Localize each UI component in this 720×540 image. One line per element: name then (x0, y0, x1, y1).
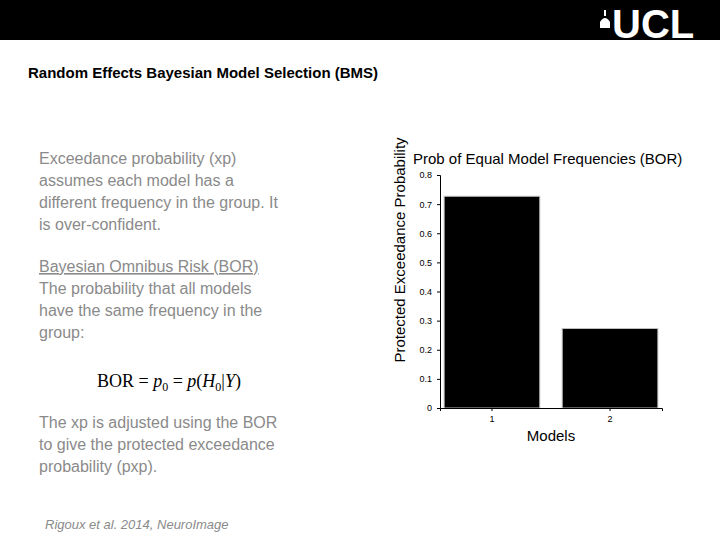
citation: Rigoux et al. 2014, NeuroImage (45, 517, 229, 532)
bar (562, 328, 658, 408)
heading: Random Effects Bayesian Model Selection … (28, 64, 378, 81)
x-axis-title: Models (527, 427, 575, 444)
y-tick-label: 0.5 (419, 258, 432, 268)
formula-part: H (201, 371, 216, 391)
y-tick-mark (437, 175, 440, 176)
y-tick: 0.7 (419, 200, 440, 210)
x-tick: 2 (608, 408, 613, 424)
y-tick-mark (437, 379, 440, 380)
bar (444, 196, 540, 408)
y-axis: 0 0.1 0.2 0.3 0.4 0.5 0.6 0.7 0.8 (419, 170, 440, 413)
y-tick-label: 0.2 (419, 345, 432, 355)
y-tick-mark (437, 408, 440, 409)
logo-icon (600, 10, 610, 28)
y-tick: 0.5 (419, 258, 440, 268)
y-axis-title: Protected Exceedance Probability (391, 137, 408, 363)
x-tick-label: 2 (608, 414, 613, 424)
formula-part: = (168, 371, 187, 391)
y-tick: 0 (427, 403, 440, 413)
y-tick-label: 0.4 (419, 287, 432, 297)
paragraph-line: Exceedance probability (xp) (39, 150, 236, 167)
y-tick: 0.6 (419, 229, 440, 239)
formula-part: BOR = (97, 371, 153, 391)
x-tick: 1 (489, 408, 494, 424)
paragraph-heading: Bayesian Omnibus Risk (BOR) (39, 258, 259, 275)
y-tick: 0.4 (419, 287, 440, 297)
formula-part: p (185, 371, 196, 391)
bars (444, 196, 658, 408)
y-tick-label: 0.6 (419, 229, 432, 239)
paragraph-line: is over-confident. (39, 216, 161, 233)
paragraph-line: have the same frequency in the (39, 302, 262, 319)
y-tick-mark (437, 262, 440, 263)
y-tick: 0.8 (419, 170, 440, 180)
paragraph-line: to give the protected exceedance (39, 436, 275, 453)
y-tick: 0.1 (419, 374, 440, 384)
x-tick-label: 1 (489, 414, 494, 424)
slide: UCL Random Effects Bayesian Model Selecti… (0, 0, 720, 540)
paragraph-line: probability (pxp). (39, 458, 157, 475)
y-tick-mark (437, 233, 440, 234)
y-tick-mark (437, 321, 440, 322)
paragraph-line: The xp is adjusted using the BOR (39, 414, 277, 431)
paragraph-line: assumes each model has a (39, 172, 234, 189)
formula-part: ) (235, 371, 241, 392)
y-tick-mark (437, 350, 440, 351)
y-axis-line (437, 176, 441, 409)
paragraph-line: different frequency in the group. It (39, 194, 279, 211)
chart-title: Prob of Equal Model Frequencies (BOR) (413, 150, 682, 167)
paragraph-line: group: (39, 324, 84, 341)
y-tick-label: 0.8 (419, 170, 432, 180)
formula-part: p (151, 371, 162, 391)
x-tick-mark (491, 408, 492, 411)
y-tick-label: 0 (427, 403, 432, 413)
logo: UCL (612, 2, 694, 46)
x-axis: 12 (441, 408, 663, 424)
x-tick-mark (610, 408, 611, 411)
y-tick-label: 0.7 (419, 200, 432, 210)
logo-dome (600, 18, 610, 28)
y-tick-label: 0.1 (419, 374, 432, 384)
y-tick: 0.3 (419, 316, 440, 326)
y-tick: 0.2 (419, 345, 440, 355)
logo-spire (604, 10, 606, 16)
y-tick-mark (437, 204, 440, 205)
paragraph-line: The probability that all models (39, 280, 252, 297)
y-tick-mark (437, 292, 440, 293)
y-tick-label: 0.3 (419, 316, 432, 326)
formula: BOR = p0 = p(H0|Y) (97, 371, 241, 394)
x-axis-line (441, 409, 663, 412)
